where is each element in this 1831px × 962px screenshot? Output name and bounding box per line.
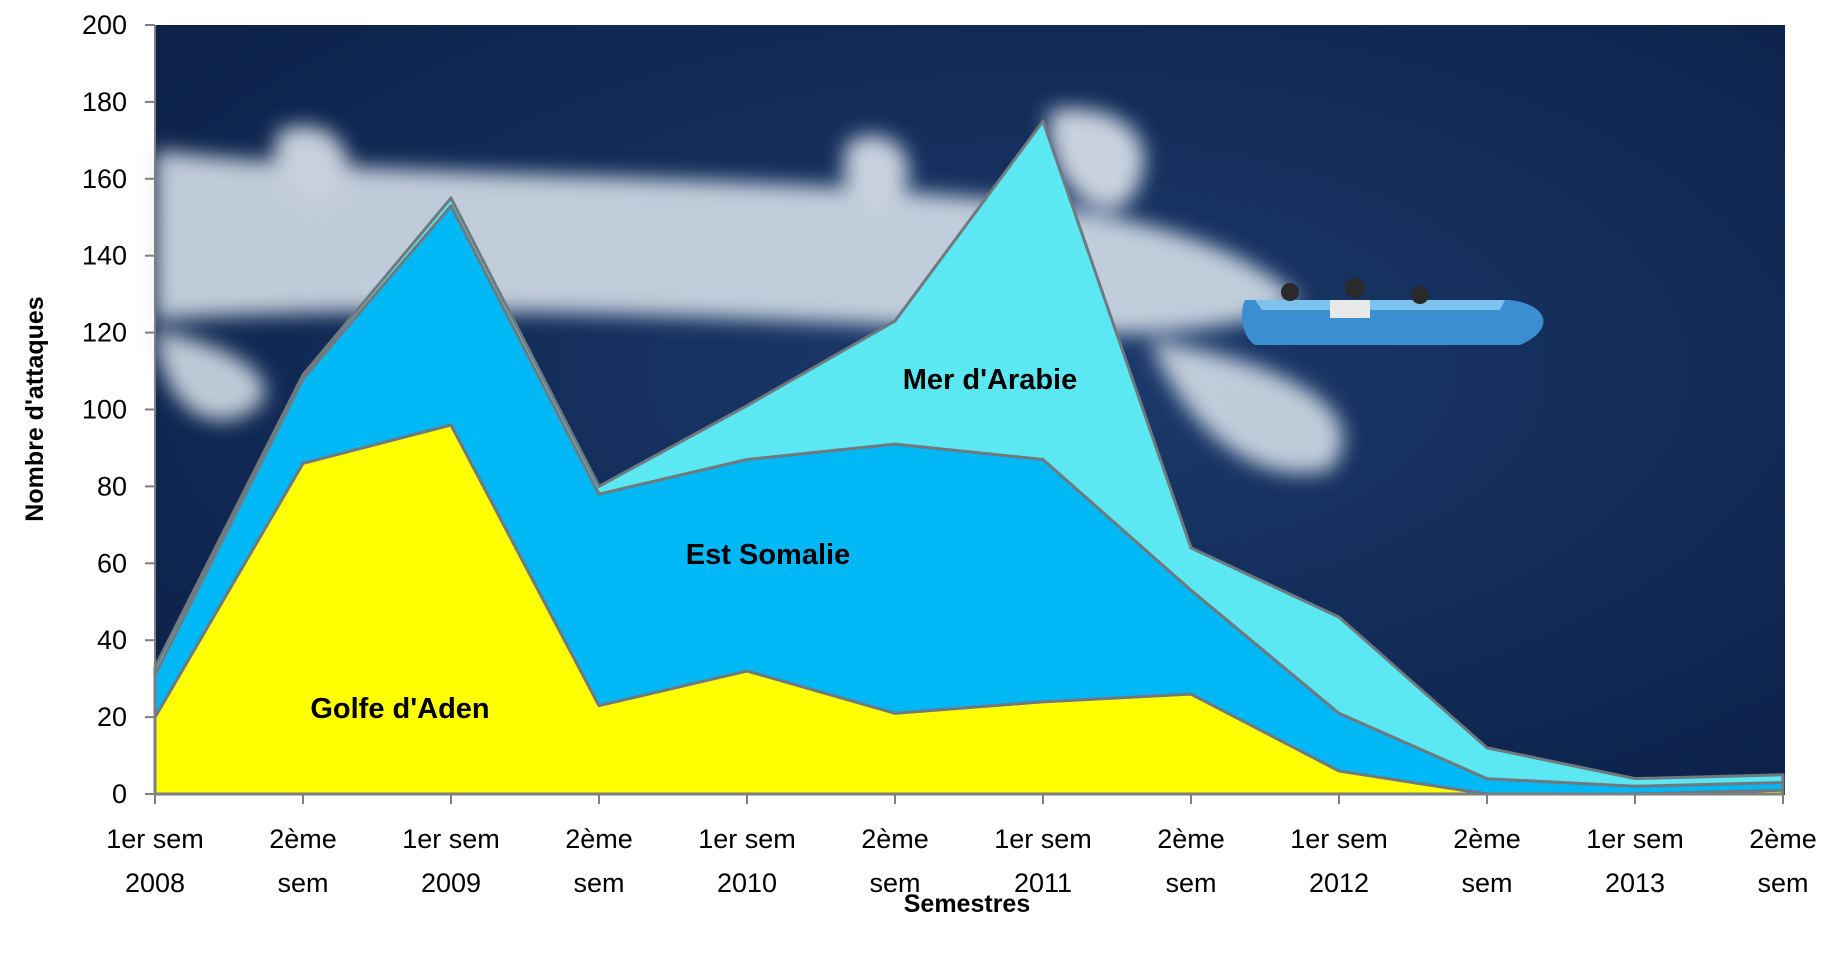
boat [1242,278,1544,345]
x-tick-label: sem [1165,868,1216,898]
y-tick-label: 120 [82,318,127,348]
series-label-golfe-aden: Golfe d'Aden [310,693,489,725]
x-tick-label: 2ème [565,824,633,854]
x-tick-label: sem [1757,868,1808,898]
x-tick-label: sem [1461,868,1512,898]
x-tick-label: 2013 [1605,868,1665,898]
x-tick-label: 2ème [269,824,337,854]
y-tick-labels: 0 20 40 60 80 100 120 140 160 180 200 [82,10,127,809]
x-tick-label: sem [869,868,920,898]
y-tick-label: 80 [97,471,127,501]
x-tick-labels: 1er sem 2008 2ème sem 1er sem 2009 2ème sem 1er … [106,824,1817,898]
x-tick-label: 2009 [421,868,481,898]
x-tick-label: 1er sem [106,824,204,854]
y-tick-label: 100 [82,395,127,425]
y-tick-label: 140 [82,241,127,271]
x-tick-label: 2008 [125,868,185,898]
x-tick-label: 1er sem [402,824,500,854]
series-label-mer-arabie: Mer d'Arabie [903,364,1078,396]
x-tick-label: 1er sem [1290,824,1388,854]
y-tick-label: 0 [112,779,127,809]
area-series-2 [153,119,1785,788]
x-tick-label: 2012 [1309,868,1369,898]
y-tick-label: 60 [97,548,127,578]
x-tick-label: 2ème [1157,824,1225,854]
y-tick-label: 200 [82,10,127,40]
x-tick-label: 1er sem [698,824,796,854]
y-tick-label: 160 [82,164,127,194]
x-axis-title: Semestres [904,890,1030,918]
x-tick-label: 2011 [1014,868,1072,898]
y-tick-label: 20 [97,702,127,732]
x-tick-label: sem [277,868,328,898]
x-tick-label: 2010 [717,868,777,898]
axes [145,24,1784,804]
x-tick-label: 2ème [1749,824,1817,854]
x-tick-label: 1er sem [1586,824,1684,854]
x-tick-label: 1er sem [994,824,1092,854]
y-tick-label: 180 [82,87,127,117]
y-axis-title: Nombre d'attaques [21,296,49,521]
x-tick-label: 2ème [861,824,929,854]
x-tick-label: 2ème [1453,824,1521,854]
series-label-est-somalie: Est Somalie [686,539,850,571]
y-tick-label: 40 [97,625,127,655]
x-tick-label: sem [573,868,624,898]
